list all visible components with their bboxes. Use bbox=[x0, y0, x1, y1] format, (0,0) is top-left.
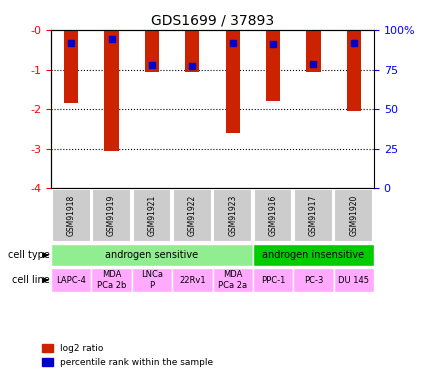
FancyBboxPatch shape bbox=[51, 268, 91, 292]
Title: GDS1699 / 37893: GDS1699 / 37893 bbox=[151, 13, 274, 27]
Text: PPC-1: PPC-1 bbox=[261, 276, 285, 285]
Text: GSM91920: GSM91920 bbox=[349, 195, 358, 236]
Bar bbox=[306, 30, 320, 72]
FancyBboxPatch shape bbox=[173, 189, 212, 242]
Text: GSM91918: GSM91918 bbox=[67, 195, 76, 236]
Text: GSM91916: GSM91916 bbox=[269, 195, 278, 236]
Text: 22Rv1: 22Rv1 bbox=[179, 276, 206, 285]
FancyBboxPatch shape bbox=[213, 189, 252, 242]
FancyBboxPatch shape bbox=[293, 268, 334, 292]
Text: GSM91922: GSM91922 bbox=[188, 195, 197, 236]
FancyBboxPatch shape bbox=[52, 189, 91, 242]
Text: MDA
PCa 2b: MDA PCa 2b bbox=[97, 270, 126, 290]
FancyBboxPatch shape bbox=[334, 189, 373, 242]
Text: LAPC-4: LAPC-4 bbox=[56, 276, 86, 285]
Text: GSM91917: GSM91917 bbox=[309, 195, 318, 236]
Text: GSM91923: GSM91923 bbox=[228, 195, 237, 236]
FancyBboxPatch shape bbox=[253, 268, 293, 292]
Text: cell type: cell type bbox=[8, 250, 50, 260]
Text: PC-3: PC-3 bbox=[304, 276, 323, 285]
FancyBboxPatch shape bbox=[212, 268, 253, 292]
FancyBboxPatch shape bbox=[253, 244, 374, 266]
FancyBboxPatch shape bbox=[172, 268, 212, 292]
Bar bbox=[266, 30, 280, 101]
FancyBboxPatch shape bbox=[91, 268, 132, 292]
Text: androgen sensitive: androgen sensitive bbox=[105, 250, 198, 260]
FancyBboxPatch shape bbox=[92, 189, 131, 242]
Bar bbox=[64, 30, 78, 103]
FancyBboxPatch shape bbox=[254, 189, 292, 242]
Text: cell line: cell line bbox=[12, 275, 50, 285]
Text: LNCa
P: LNCa P bbox=[141, 270, 163, 290]
Text: MDA
PCa 2a: MDA PCa 2a bbox=[218, 270, 247, 290]
Bar bbox=[185, 30, 199, 72]
Bar bbox=[105, 30, 119, 151]
Text: GSM91919: GSM91919 bbox=[107, 195, 116, 236]
Legend: log2 ratio, percentile rank within the sample: log2 ratio, percentile rank within the s… bbox=[39, 340, 217, 370]
FancyBboxPatch shape bbox=[334, 268, 374, 292]
FancyBboxPatch shape bbox=[133, 189, 171, 242]
Text: DU 145: DU 145 bbox=[338, 276, 369, 285]
Bar bbox=[145, 30, 159, 72]
FancyBboxPatch shape bbox=[294, 189, 333, 242]
Bar bbox=[347, 30, 361, 111]
Text: androgen insensitive: androgen insensitive bbox=[262, 250, 365, 260]
Text: GSM91921: GSM91921 bbox=[147, 195, 156, 236]
FancyBboxPatch shape bbox=[51, 244, 253, 266]
FancyBboxPatch shape bbox=[132, 268, 172, 292]
Bar bbox=[226, 30, 240, 133]
